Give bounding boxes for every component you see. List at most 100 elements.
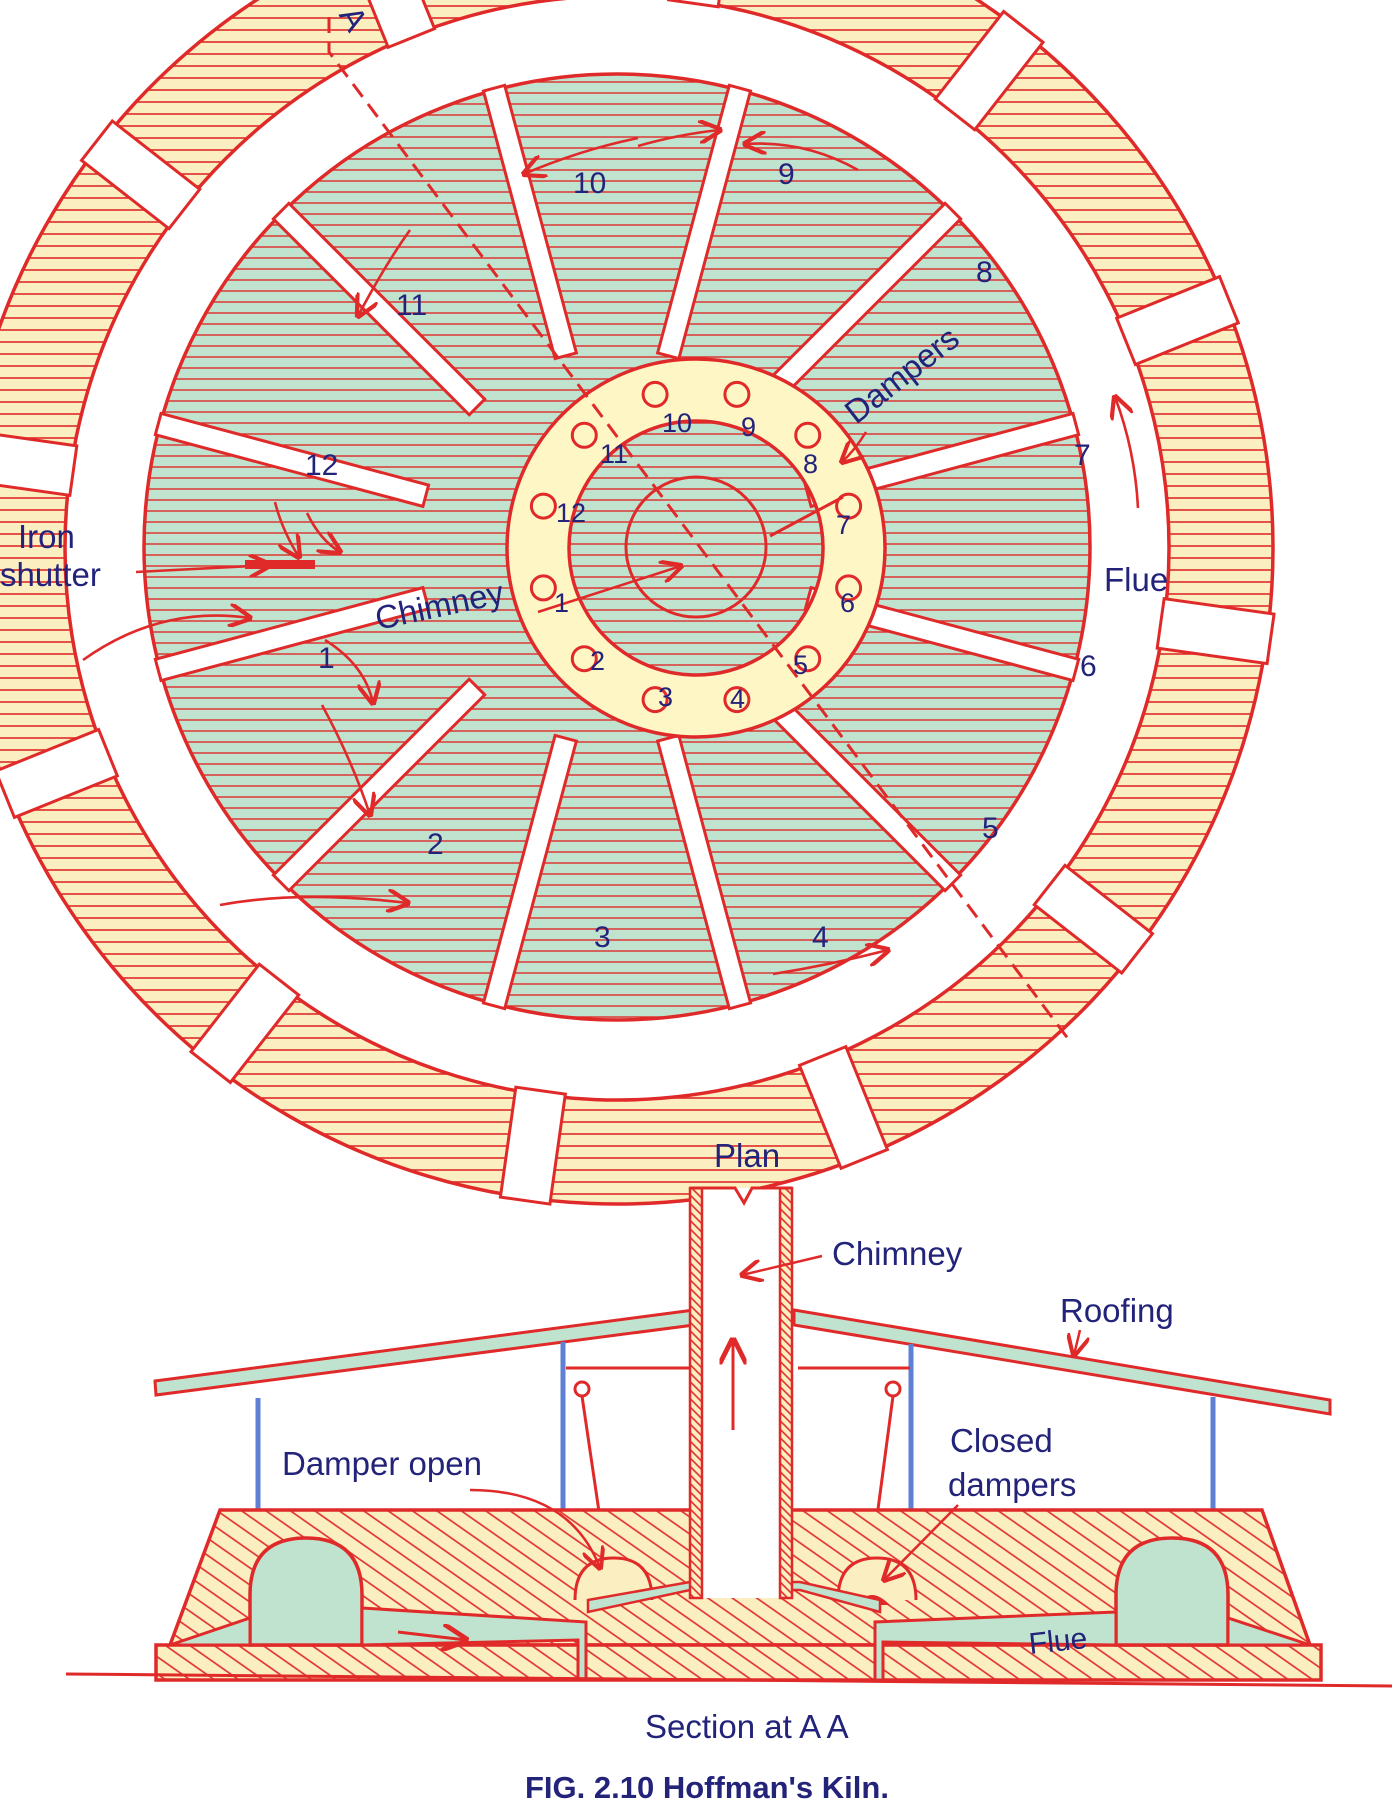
- roofing-label: Roofing: [1060, 1292, 1174, 1329]
- chamber-number: 5: [982, 812, 999, 845]
- wall-opening: [0, 433, 79, 498]
- chamber-number: 8: [976, 256, 993, 289]
- damper-hole: [835, 574, 863, 602]
- wall-opening: [1114, 274, 1241, 367]
- chamber-number: 1: [318, 642, 335, 675]
- wall-openings: [0, 0, 1276, 1206]
- damper-number: 9: [741, 412, 756, 442]
- damper-number: 4: [730, 684, 745, 714]
- damper-number: 10: [662, 408, 692, 438]
- damper-number: 3: [658, 682, 673, 712]
- wall-opening: [933, 9, 1046, 132]
- chamber-divider: [153, 411, 431, 509]
- flow-arrow-flue: [397, 1632, 466, 1640]
- damper-number: 6: [840, 588, 855, 618]
- kiln-tunnel-right: [1114, 1536, 1230, 1647]
- wall-opening: [1155, 596, 1276, 666]
- chimney-wall-right: [778, 1186, 794, 1600]
- chamber-number: 11: [396, 289, 427, 322]
- damper-hole: [529, 492, 557, 520]
- flue-floor-right: [1226, 1615, 1311, 1647]
- chamber-number: 9: [778, 158, 795, 191]
- flue-floor-left: [169, 1615, 252, 1647]
- damper-hole: [835, 492, 863, 520]
- damper-hole: [641, 380, 669, 408]
- chamber-divider: [271, 201, 487, 417]
- flue-label: Flue: [1104, 561, 1168, 598]
- figure-caption: FIG. 2.10 Hoffman's Kiln.: [525, 1770, 889, 1803]
- section-chimney-label: Chimney: [832, 1235, 963, 1272]
- kiln-tunnel-left: [248, 1536, 364, 1647]
- plan-view: A 1 2 3 4 5 6 7 8: [0, 0, 1276, 1206]
- chimney-wall-left: [688, 1186, 704, 1600]
- closed-dampers-label: Closed: [950, 1422, 1053, 1459]
- wall-opening: [79, 118, 202, 231]
- chamber-number: 6: [1080, 650, 1097, 683]
- damper-open-pointer: [469, 1488, 600, 1568]
- closed-dampers-label: dampers: [948, 1466, 1076, 1503]
- damper-hole: [570, 421, 598, 449]
- section-line-aa: [327, 17, 1071, 1041]
- damper-hole: [723, 686, 751, 714]
- chimney-body: [690, 1188, 792, 1598]
- chimney-base: [624, 475, 768, 619]
- iron-shutter: [245, 560, 315, 569]
- chamber-number: 10: [573, 167, 606, 200]
- closed-dampers-pointer: [884, 1504, 959, 1580]
- damper-hole: [794, 645, 822, 673]
- roof-left: [153, 1308, 696, 1397]
- damper-holes: [529, 380, 863, 714]
- chamber-number: 3: [594, 921, 611, 954]
- chamber-divider: [481, 733, 579, 1011]
- damper-ring: [505, 357, 887, 739]
- wall-opening: [1032, 863, 1155, 976]
- damper-hole: [723, 380, 751, 408]
- foundation: [154, 1643, 1323, 1682]
- chamber-divider: [655, 83, 753, 361]
- damper-number: 5: [793, 650, 808, 680]
- damper-number: 8: [803, 449, 818, 479]
- roof-posts: [255, 1342, 1216, 1510]
- wall-opening: [498, 1085, 568, 1206]
- wall-opening: [188, 962, 301, 1085]
- iron-shutter-label: shutter: [0, 556, 101, 593]
- chamber-divider: [153, 585, 431, 683]
- section-title: Section at A A: [645, 1708, 849, 1745]
- chamber-number: 4: [812, 921, 829, 954]
- chimney-pointer: [537, 566, 681, 614]
- roofing-pointer: [1074, 1329, 1080, 1355]
- damper-hole: [794, 421, 822, 449]
- chamber-number: 2: [427, 828, 444, 861]
- dampers-pointer: [842, 431, 868, 462]
- ground-line: [65, 1672, 1392, 1688]
- damper-number: 7: [836, 510, 851, 540]
- chamber-number: 7: [1074, 439, 1091, 472]
- damper-hole: [529, 574, 557, 602]
- section-flue-label: Flue: [1027, 1622, 1088, 1661]
- damper-number: 11: [600, 439, 628, 469]
- damper-numbers: 1 2 3 4 5 6 7 8 9 10 11 12: [554, 408, 855, 714]
- plan-title: Plan: [714, 1137, 780, 1174]
- damper-open-label: Damper open: [282, 1445, 482, 1482]
- chamber-divider: [271, 677, 487, 893]
- damper-hole: [641, 686, 669, 714]
- section-chimney-pointer: [742, 1254, 823, 1275]
- damper-number: 12: [556, 498, 586, 528]
- damper-hole: [570, 645, 598, 673]
- flue-line: [769, 495, 844, 538]
- wall-opening: [367, 0, 437, 50]
- damper-number: 1: [554, 588, 569, 618]
- iron-shutter-label: Iron: [18, 518, 75, 555]
- section-view: Chimney Roofing Damper open Closed dampe…: [65, 1186, 1392, 1745]
- chamber-number: 12: [305, 449, 338, 482]
- chamber-numbers: 1 2 3 4 5 6 7 8 9 10 11 12: [305, 158, 1097, 954]
- flow-arrows: [82, 130, 1140, 976]
- wall-opening: [0, 727, 120, 820]
- wall-opening: [666, 0, 721, 9]
- roof-right: [792, 1308, 1332, 1416]
- chimney-top: [690, 1186, 792, 1207]
- chamber-divider: [655, 733, 753, 1011]
- outer-wall: [0, 0, 1275, 1206]
- damper-number: 2: [590, 646, 605, 676]
